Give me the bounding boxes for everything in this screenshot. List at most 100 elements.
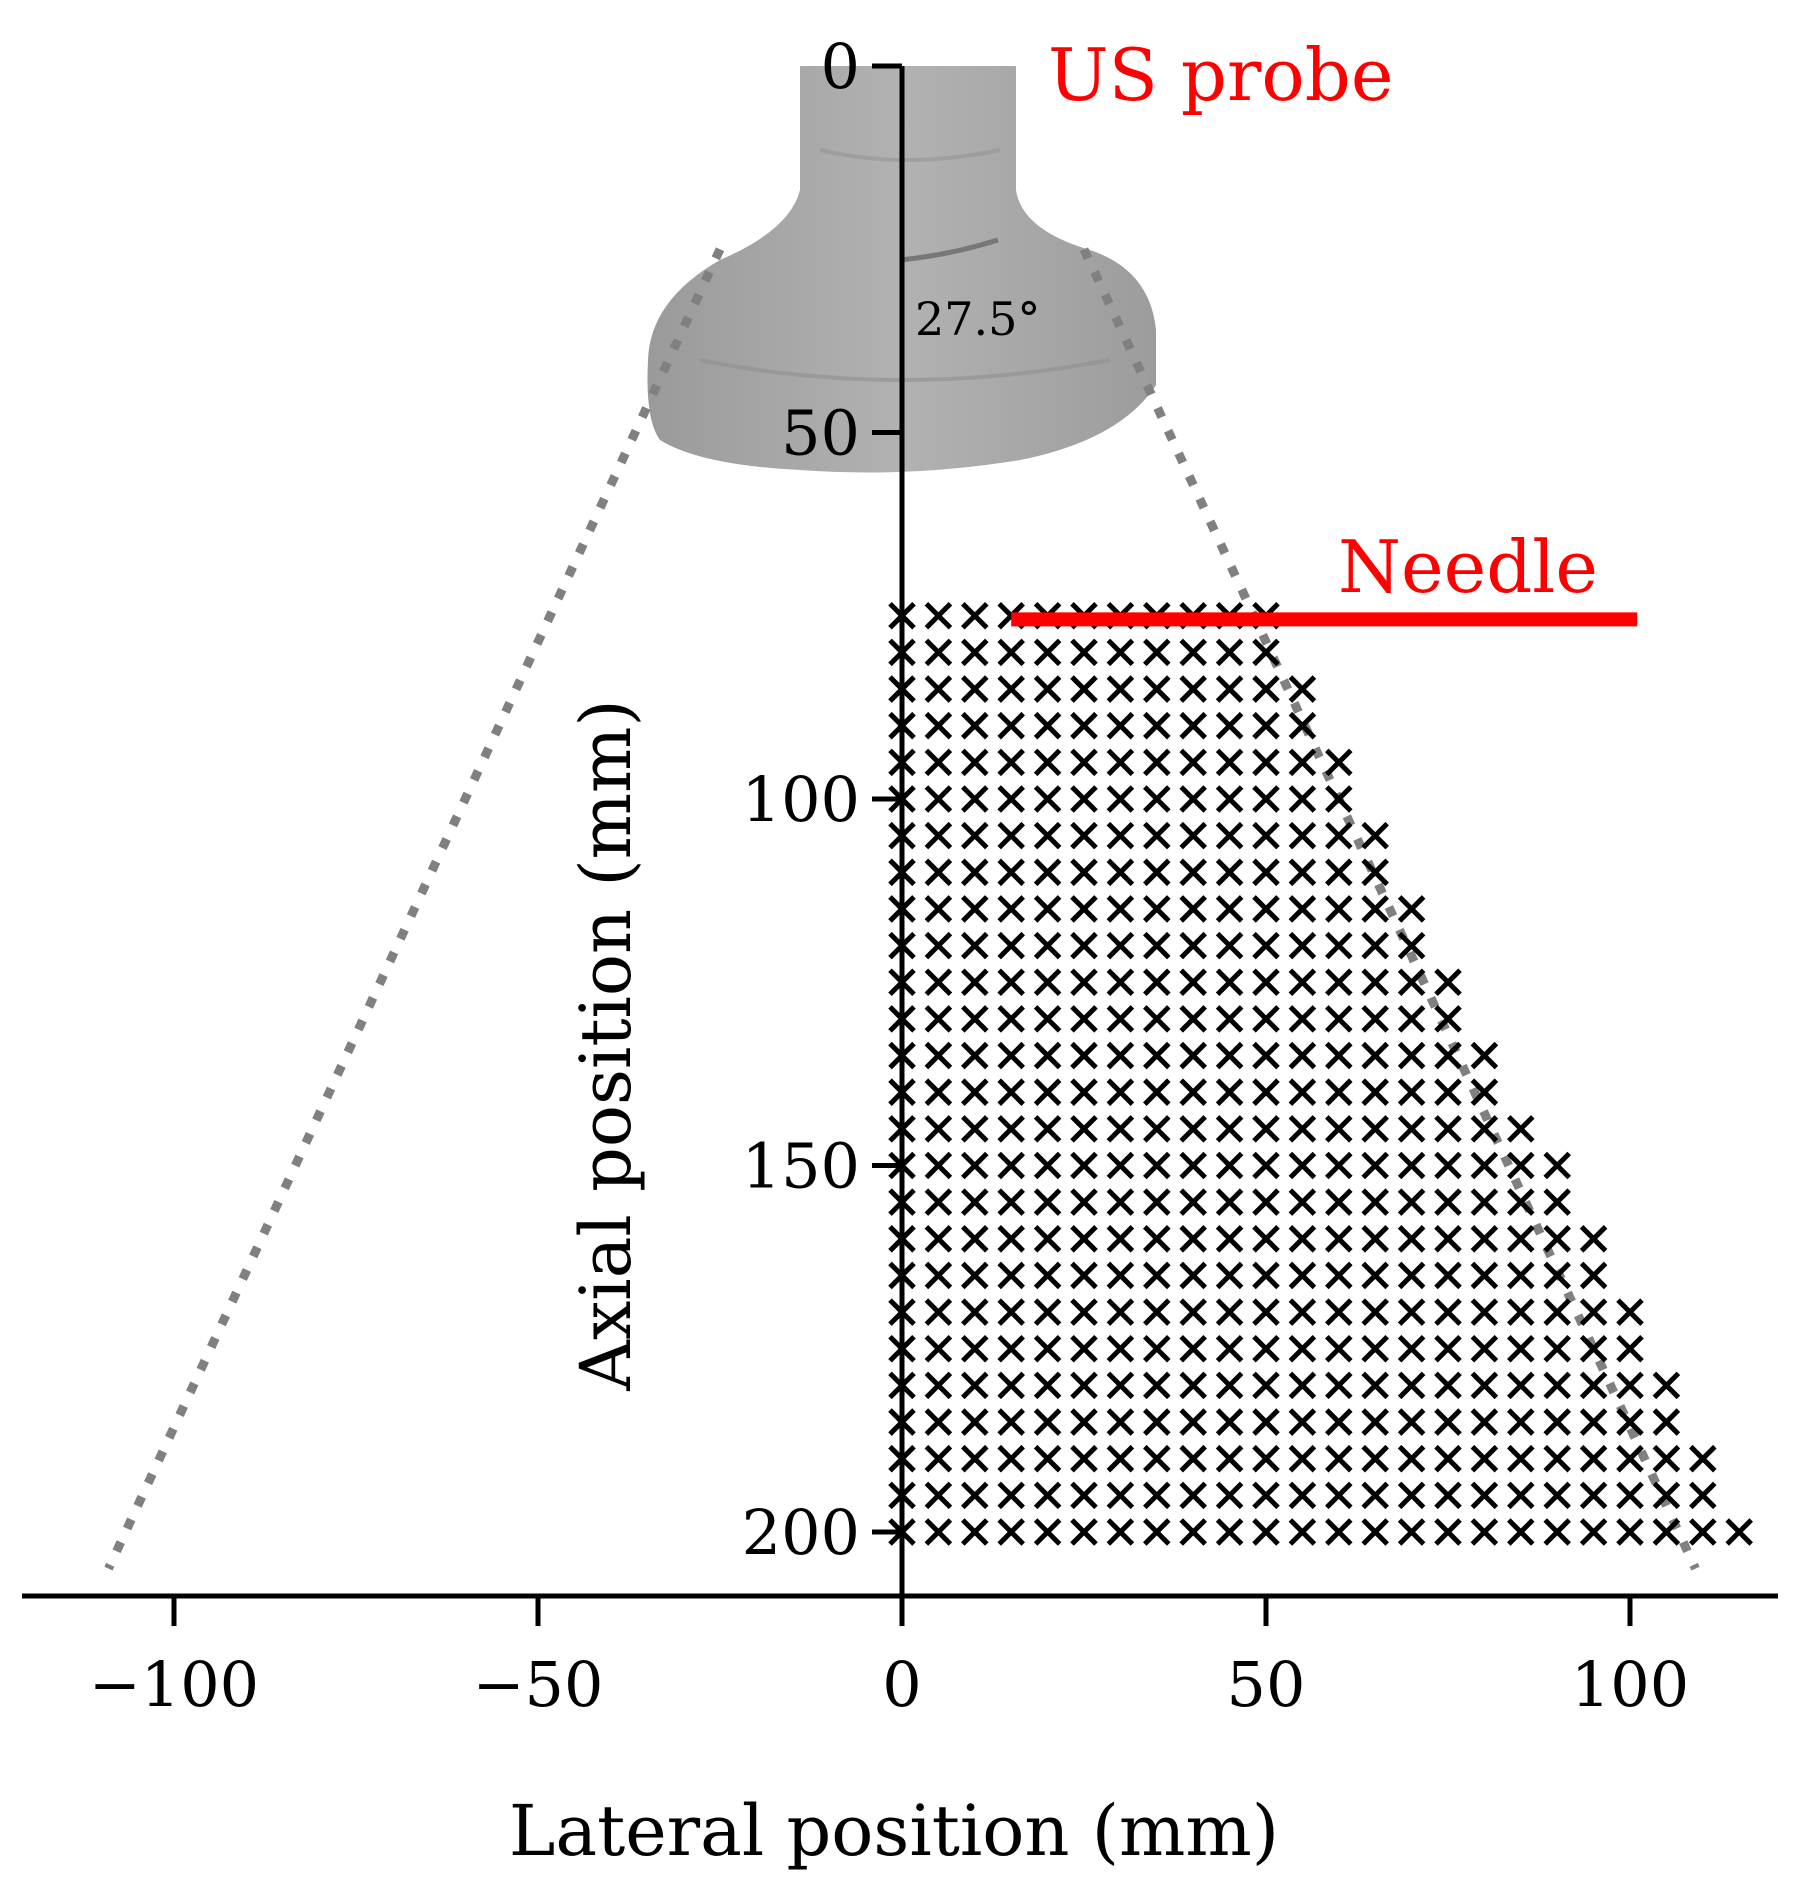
- data-point: [1143, 1298, 1171, 1326]
- data-point: [1252, 638, 1280, 667]
- data-point: [1070, 1481, 1098, 1510]
- data-point: [1252, 1115, 1280, 1143]
- data-point: [1215, 1005, 1244, 1033]
- data-point: [1252, 1151, 1280, 1180]
- data-point: [1288, 711, 1317, 740]
- data-point: [1470, 1225, 1499, 1253]
- y-tick-label: 100: [742, 763, 860, 836]
- data-point: [1179, 1408, 1207, 1436]
- data-point: [1507, 1334, 1535, 1363]
- data-point: [1543, 1518, 1571, 1546]
- data-point: [997, 968, 1025, 997]
- data-point: [924, 601, 953, 630]
- x-tick-label: 50: [1227, 1648, 1306, 1721]
- data-point: [997, 1151, 1025, 1180]
- data-point: [1579, 1481, 1608, 1510]
- data-point: [997, 858, 1025, 887]
- data-point: [997, 1078, 1025, 1106]
- data-point: [1288, 895, 1317, 923]
- data-point: [924, 821, 953, 850]
- data-point: [1361, 1481, 1389, 1510]
- data-point: [961, 638, 989, 667]
- data-point: [1288, 1188, 1317, 1216]
- data-point: [1070, 748, 1098, 777]
- data-point: [1434, 1261, 1462, 1290]
- data-point: [1033, 1005, 1062, 1033]
- field-of-view-lines: [104, 247, 1700, 1571]
- data-point: [1543, 1371, 1571, 1400]
- data-point: [1325, 821, 1353, 850]
- data-point: [1252, 1518, 1280, 1546]
- data-point: [1397, 1334, 1426, 1363]
- data-point: [1361, 858, 1389, 887]
- data-point: [1033, 1041, 1062, 1070]
- needle-label: Needle: [1338, 525, 1598, 609]
- data-point: [1179, 931, 1207, 960]
- data-point: [1434, 1371, 1462, 1400]
- data-point: [997, 1298, 1025, 1326]
- data-point: [961, 1225, 989, 1253]
- data-point: [1215, 675, 1244, 703]
- data-point: [1434, 1334, 1462, 1363]
- data-point: [1325, 1115, 1353, 1143]
- scatter-points: [888, 601, 1753, 1546]
- data-point: [961, 1481, 989, 1510]
- data-point: [1106, 1481, 1135, 1510]
- data-point: [997, 821, 1025, 850]
- data-point: [1179, 858, 1207, 887]
- data-point: [1106, 858, 1135, 887]
- data-point: [1179, 1115, 1207, 1143]
- data-point: [1361, 968, 1389, 997]
- data-point: [1179, 748, 1207, 777]
- data-point: [961, 1151, 989, 1180]
- data-point: [1106, 821, 1135, 850]
- data-point: [1288, 1225, 1317, 1253]
- data-point: [924, 711, 953, 740]
- data-point: [1106, 1261, 1135, 1290]
- data-point: [1325, 895, 1353, 923]
- data-point: [1106, 1188, 1135, 1216]
- data-point: [1470, 1151, 1499, 1180]
- data-point: [1033, 1371, 1062, 1400]
- data-point: [1179, 1225, 1207, 1253]
- data-point: [1325, 748, 1353, 777]
- data-point: [1507, 1518, 1535, 1546]
- data-point: [1288, 1408, 1317, 1436]
- data-point: [1143, 1115, 1171, 1143]
- data-point: [997, 1444, 1025, 1473]
- data-point: [1215, 1115, 1244, 1143]
- data-point: [997, 785, 1025, 813]
- data-point: [1143, 1408, 1171, 1436]
- data-point: [1215, 638, 1244, 667]
- data-point: [997, 711, 1025, 740]
- data-point: [1215, 895, 1244, 923]
- data-point: [1397, 1188, 1426, 1216]
- data-point: [1361, 1371, 1389, 1400]
- data-point: [961, 785, 989, 813]
- data-point: [1434, 1408, 1462, 1436]
- data-point: [1616, 1444, 1644, 1473]
- data-point: [961, 1078, 989, 1106]
- data-point: [1325, 968, 1353, 997]
- data-point: [1143, 1005, 1171, 1033]
- data-point: [1288, 1371, 1317, 1400]
- data-point: [1579, 1371, 1608, 1400]
- data-point: [1470, 1078, 1499, 1106]
- data-point: [1106, 1151, 1135, 1180]
- data-point: [961, 1298, 989, 1326]
- data-point: [1397, 1115, 1426, 1143]
- data-point: [1470, 1334, 1499, 1363]
- data-point: [1106, 711, 1135, 740]
- data-point: [1361, 1518, 1389, 1546]
- data-point: [1543, 1151, 1571, 1180]
- data-point: [1434, 1115, 1462, 1143]
- x-tick-label: 0: [882, 1648, 921, 1721]
- data-point: [1470, 1444, 1499, 1473]
- data-point: [1215, 931, 1244, 960]
- data-point: [1179, 1078, 1207, 1106]
- data-point: [1325, 1444, 1353, 1473]
- data-point: [1070, 1115, 1098, 1143]
- data-point: [1579, 1444, 1608, 1473]
- data-point: [997, 1225, 1025, 1253]
- data-point: [1507, 1115, 1535, 1143]
